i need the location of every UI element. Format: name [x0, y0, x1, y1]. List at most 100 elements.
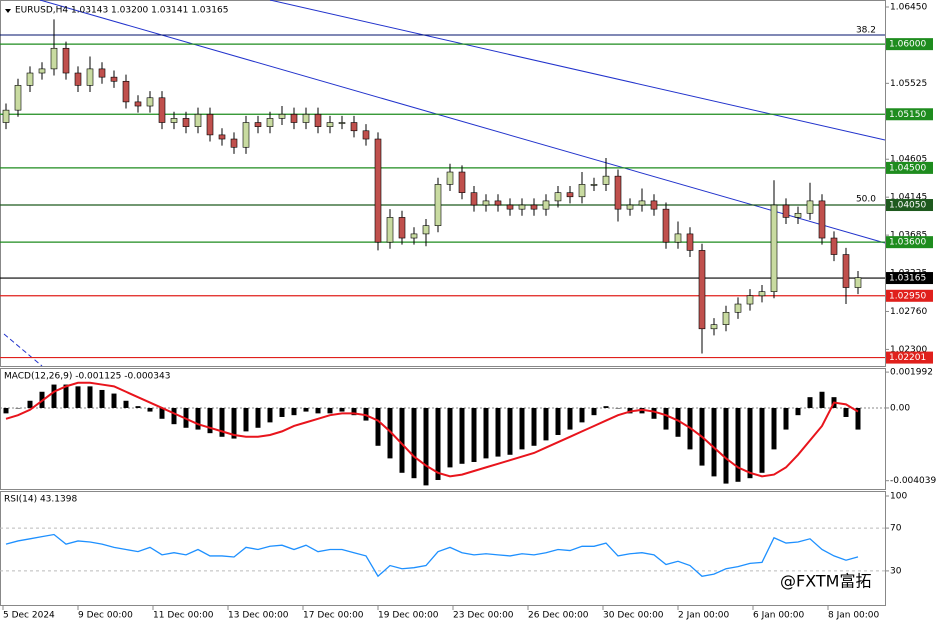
macd-bar: [795, 407, 801, 416]
candle-body: [146, 97, 154, 107]
macd-bar: [387, 407, 393, 459]
macd-bar: [435, 407, 441, 480]
macd-bar: [63, 384, 69, 408]
macd-bar: [459, 407, 465, 464]
macd-bar: [603, 406, 609, 408]
trend-line: [269, 0, 886, 141]
x-tick-label: 19 Dec 00:00: [378, 611, 439, 621]
candle-body: [158, 97, 166, 123]
macd-signal: [5, 381, 859, 478]
macd-bar: [531, 407, 537, 446]
candle-body: [566, 192, 574, 198]
candle-body: [326, 122, 334, 127]
x-tick-label: 9 Dec 00:00: [78, 611, 133, 621]
y-tick-label: 1.02300: [890, 345, 927, 355]
macd-bar: [327, 407, 333, 414]
macd-bar: [267, 407, 273, 423]
candle-body: [590, 184, 598, 186]
macd-bar: [291, 407, 297, 416]
x-tick-label: 5 Dec 2024: [3, 611, 55, 621]
level-label: 1.04050: [889, 201, 926, 211]
macd-bar: [759, 407, 765, 473]
candle-body: [50, 47, 58, 70]
macd-bar: [615, 407, 621, 409]
level-label: 1.04500: [889, 163, 926, 173]
candle-body: [374, 138, 382, 243]
candle-body: [422, 225, 430, 235]
candle-body: [98, 68, 106, 78]
macd-bar: [315, 407, 321, 414]
level-label: 1.03600: [889, 238, 926, 248]
macd-bar: [255, 407, 261, 428]
level-label: 1.02950: [889, 291, 926, 301]
x-tick-label: 17 Dec 00:00: [303, 611, 364, 621]
level-box: [886, 289, 933, 302]
macd-bar: [207, 407, 213, 434]
rsi-line: [5, 533, 859, 578]
macd-bar: [171, 407, 177, 425]
macd-bar: [447, 407, 453, 468]
macd-bar: [219, 407, 225, 437]
macd-bar: [567, 407, 573, 430]
macd-bar: [423, 407, 429, 486]
candle-body: [494, 200, 502, 206]
candle-body: [410, 233, 418, 239]
candle-body: [206, 113, 214, 136]
macd-bar: [663, 407, 669, 430]
candle-body: [518, 204, 526, 210]
candle-body: [362, 130, 370, 140]
macd-bar: [3, 407, 9, 414]
x-tick-label: 2 Jan 00:00: [678, 611, 730, 621]
macd-bar: [495, 407, 501, 457]
candle-body: [794, 212, 802, 218]
macd-bar: [399, 407, 405, 473]
candle-body: [734, 303, 742, 313]
candle-body: [38, 68, 46, 74]
y-tick-label: 70: [890, 524, 902, 534]
macd-bar: [51, 384, 57, 408]
y-tick-label: 1.03685: [890, 231, 927, 241]
rsi-panel: [0, 491, 886, 606]
macd-bar: [195, 407, 201, 430]
macd-bar: [543, 407, 549, 441]
candle-body: [194, 113, 202, 127]
candle-body: [506, 204, 514, 210]
candle-body: [230, 138, 238, 148]
candle-body: [782, 204, 790, 218]
macd-bar: [471, 407, 477, 462]
frame: [0, 0, 886, 606]
candle-body: [686, 233, 694, 251]
x-tick-label: 11 Dec 00:00: [153, 611, 214, 621]
y-tick-label: 1.06450: [890, 3, 927, 13]
symbol-icon: [5, 9, 11, 13]
macd-bar: [819, 391, 825, 408]
y-tick-label: 30: [890, 566, 902, 576]
y-tick-label: 0.00: [890, 403, 910, 413]
macd-bar: [771, 407, 777, 450]
y-tick-label: 100: [890, 492, 907, 502]
macd-bar: [675, 407, 681, 437]
macd-bar: [579, 407, 585, 423]
candle-body: [26, 72, 34, 86]
price-panel: [0, 0, 886, 367]
candle-body: [614, 175, 622, 210]
macd-bar: [147, 407, 153, 412]
candle-body: [302, 113, 310, 123]
candle-body: [74, 72, 82, 86]
macd-bar: [519, 407, 525, 450]
macd-bar: [507, 407, 513, 455]
candle-body: [818, 200, 826, 239]
macd-bar: [27, 400, 33, 408]
macd-bar: [555, 407, 561, 435]
y-tick-label: 1.02760: [890, 307, 927, 317]
macd-bar: [111, 393, 117, 408]
candle-body: [134, 101, 142, 107]
candle-body: [110, 76, 118, 82]
candle-body: [470, 192, 478, 206]
macd-bar: [303, 407, 309, 412]
candle-body: [266, 118, 274, 127]
level-box: [886, 161, 933, 174]
candle-body: [770, 204, 778, 292]
candle-body: [182, 118, 190, 127]
